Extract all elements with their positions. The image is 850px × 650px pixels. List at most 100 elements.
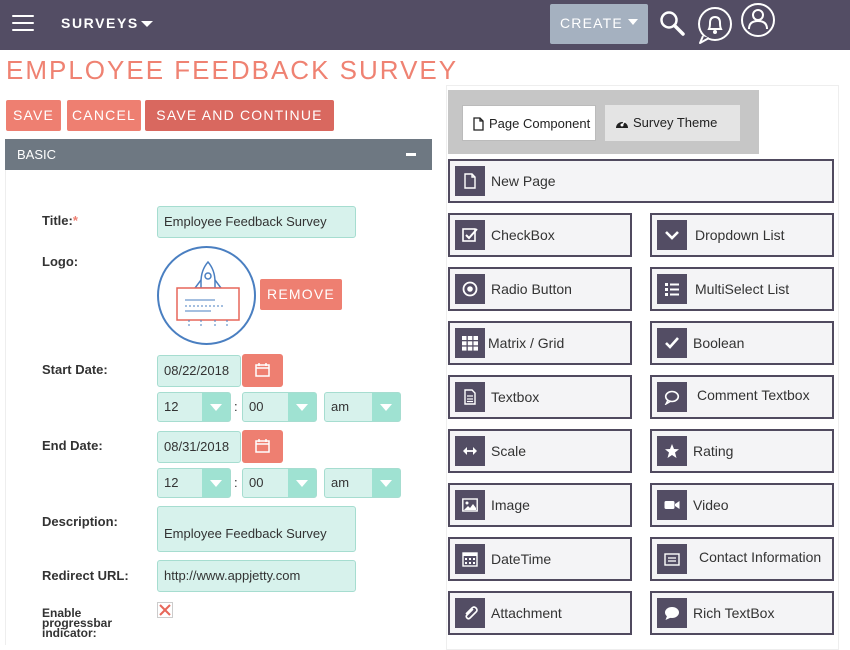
create-button[interactable]: CREATE: [550, 4, 648, 44]
component-datetime[interactable]: DateTime: [448, 537, 632, 581]
component-boolean[interactable]: Boolean: [650, 321, 834, 365]
remove-logo-button[interactable]: REMOVE: [260, 279, 342, 310]
component-contact-information[interactable]: Contact Information: [650, 537, 834, 581]
hamburger-menu-icon[interactable]: [12, 15, 34, 31]
start-date-label: Start Date:: [42, 362, 108, 377]
component-rich-textbox[interactable]: Rich TextBox: [650, 591, 834, 635]
rocket-logo-icon: [176, 260, 240, 328]
component-dropdown-list[interactable]: Dropdown List: [650, 213, 834, 257]
component-multiselect-list[interactable]: MultiSelect List: [650, 267, 834, 311]
progressbar-checkbox[interactable]: [157, 602, 173, 618]
survey-logo-image: [157, 246, 256, 345]
end-ampm-select[interactable]: am: [324, 468, 401, 498]
component-scale[interactable]: Scale: [448, 429, 632, 473]
list-icon: [657, 274, 687, 304]
component-label: Rating: [693, 443, 734, 459]
end-minute-select[interactable]: 00: [242, 468, 317, 498]
start-date-input[interactable]: 08/22/2018: [157, 355, 241, 387]
title-label: Title:*: [42, 213, 78, 228]
component-video[interactable]: Video: [650, 483, 834, 527]
create-button-label: CREATE: [560, 15, 623, 31]
title-input[interactable]: Employee Feedback Survey: [157, 206, 356, 238]
description-textarea[interactable]: Employee Feedback Survey: [157, 506, 356, 552]
component-radio-button[interactable]: Radio Button: [448, 267, 632, 311]
component-label: Dropdown List: [695, 227, 785, 243]
collapse-minus-icon[interactable]: [406, 153, 416, 156]
search-icon[interactable]: [658, 9, 686, 37]
end-date-calendar-button[interactable]: [242, 430, 283, 463]
chevron-down-icon: [288, 469, 316, 497]
component-label: Rich TextBox: [693, 605, 775, 621]
panel-title: BASIC: [17, 147, 57, 162]
chevron-down-icon: [372, 469, 400, 497]
component-rating[interactable]: Rating: [650, 429, 834, 473]
comment-bubble-icon: [657, 382, 687, 412]
component-textbox[interactable]: Textbox: [448, 375, 632, 419]
component-checkbox[interactable]: CheckBox: [448, 213, 632, 257]
end-minute-value: 00: [249, 475, 264, 490]
calendar-grid-icon: [455, 544, 485, 574]
redirect-url-input[interactable]: http://www.appjetty.com: [157, 560, 356, 592]
component-attachment[interactable]: Attachment: [448, 591, 632, 635]
notifications-bell-icon[interactable]: [697, 6, 733, 44]
component-label: CheckBox: [491, 227, 555, 243]
end-hour-select[interactable]: 12: [157, 468, 231, 498]
component-image[interactable]: Image: [448, 483, 632, 527]
calendar-icon: [255, 439, 270, 453]
logo-label: Logo:: [42, 254, 79, 269]
checkmark-icon: [657, 328, 687, 358]
component-label: Textbox: [491, 389, 540, 405]
save-and-continue-button[interactable]: SAVE AND CONTINUE: [145, 100, 334, 131]
caret-down-icon[interactable]: [141, 21, 153, 27]
progressbar-label-line: Enable: [42, 606, 82, 620]
start-minute-select[interactable]: 00: [242, 392, 317, 422]
progressbar-label: Enable progressbar indicator:: [42, 606, 113, 640]
module-menu-surveys[interactable]: SURVEYS: [61, 15, 139, 31]
progressbar-label-line: progressbar: [42, 616, 113, 630]
component-label: Boolean: [693, 335, 745, 351]
component-label: New Page: [491, 173, 556, 189]
chevron-down-icon: [372, 393, 400, 421]
new-page-icon: [455, 166, 485, 196]
start-ampm-select[interactable]: am: [324, 392, 401, 422]
user-profile-icon[interactable]: [740, 2, 776, 38]
basic-panel-header[interactable]: BASIC: [5, 139, 432, 170]
save-button[interactable]: SAVE: [6, 100, 61, 131]
component-new-page[interactable]: New Page: [448, 159, 834, 203]
tab-survey-theme[interactable]: Survey Theme: [605, 105, 740, 141]
top-navigation-bar: SURVEYS CREATE: [0, 0, 850, 50]
component-label: DateTime: [491, 551, 552, 567]
progressbar-label-line: indicator:: [42, 626, 97, 640]
checkbox-icon: [455, 220, 485, 250]
start-hour-value: 12: [164, 399, 179, 414]
start-hour-select[interactable]: 12: [157, 392, 231, 422]
required-marker: *: [72, 213, 78, 228]
component-label: Matrix / Grid: [488, 335, 565, 351]
start-date-calendar-button[interactable]: [242, 354, 283, 387]
video-camera-icon: [657, 490, 687, 520]
component-label: Comment Textbox: [697, 387, 810, 403]
close-x-icon: [159, 604, 171, 616]
component-label: Contact Information: [699, 549, 822, 565]
component-label: Radio Button: [491, 281, 572, 297]
time-separator: :: [234, 475, 238, 490]
component-matrix-grid[interactable]: Matrix / Grid: [448, 321, 632, 365]
tab-page-component[interactable]: Page Component: [462, 105, 596, 141]
component-comment-textbox[interactable]: Comment Textbox: [650, 375, 834, 419]
contact-card-icon: [657, 544, 687, 574]
start-minute-value: 00: [249, 399, 264, 414]
grid-icon: [455, 328, 485, 358]
chevron-down-icon: [202, 469, 230, 497]
paperclip-icon: [455, 598, 485, 628]
end-ampm-value: am: [331, 475, 350, 490]
radio-button-icon: [455, 274, 485, 304]
page-title: EMPLOYEE FEEDBACK SURVEY: [6, 55, 459, 85]
chevron-down-icon: [202, 393, 230, 421]
text-document-icon: [455, 382, 485, 412]
component-label: Video: [693, 497, 729, 513]
end-date-input[interactable]: 08/31/2018: [157, 431, 241, 463]
star-icon: [657, 436, 687, 466]
tab-label: Survey Theme: [633, 115, 718, 130]
calendar-icon: [255, 363, 270, 377]
cancel-button[interactable]: CANCEL: [67, 100, 141, 131]
